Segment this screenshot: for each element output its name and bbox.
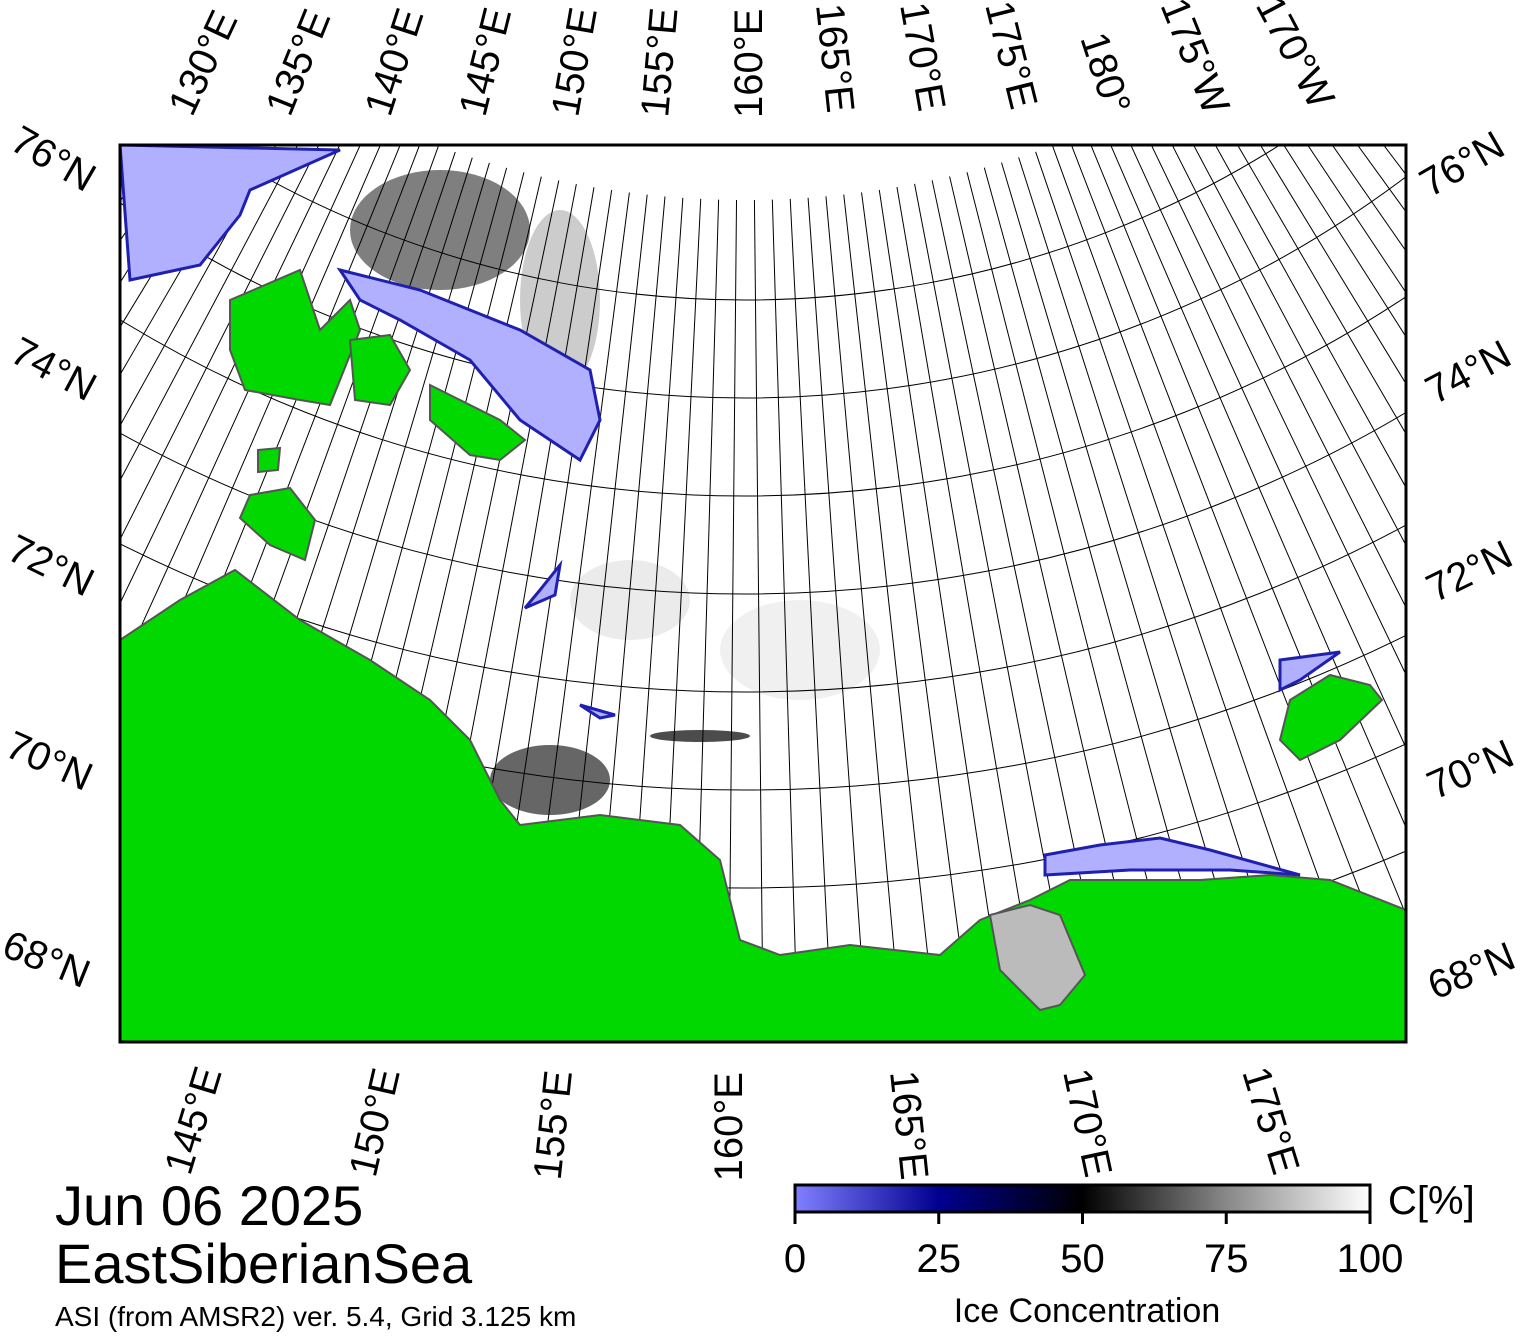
meridian	[896, 186, 1044, 1042]
meridian	[1052, 145, 1379, 1042]
lat-label: 72°N	[1, 527, 101, 606]
lat-label: 76°N	[4, 118, 103, 201]
parallel	[120, 175, 1406, 399]
meridian	[843, 194, 938, 1042]
meridian	[1018, 157, 1302, 1042]
parallel	[120, 524, 1406, 693]
lon-label: 145°E	[451, 3, 520, 120]
lon-label: 175°E	[976, 0, 1045, 113]
lon-label: 180°	[1071, 27, 1138, 119]
lon-label: 150°E	[341, 1064, 408, 1181]
meridian	[966, 172, 1189, 1042]
meridian	[658, 198, 702, 1042]
lon-label: 155°E	[526, 1068, 581, 1181]
lat-label: 70°N	[0, 723, 99, 800]
meridian	[983, 167, 1226, 1042]
meridian	[949, 176, 1153, 1042]
lon-label: 155°E	[633, 6, 686, 119]
lon-label: 140°E	[357, 3, 433, 121]
lon-label: 165°E	[807, 1, 862, 114]
land	[120, 268, 1406, 1042]
colorbar-unit: C[%]	[1388, 1179, 1475, 1223]
meridian	[861, 192, 973, 1042]
right-labels: 76°N 74°N 72°N 70°N 68°N	[1413, 123, 1522, 1008]
meridian	[120, 145, 277, 427]
meridian	[1259, 145, 1406, 385]
meridian	[1035, 151, 1340, 1042]
meridian	[1214, 145, 1406, 489]
meridian	[120, 145, 320, 541]
lon-label: 160°E	[707, 1072, 751, 1181]
meridian	[1192, 145, 1406, 547]
lon-label: 135°E	[258, 3, 340, 121]
parallel	[120, 742, 1406, 889]
lon-label: 130°E	[160, 4, 246, 122]
date: Jun 06 2025	[55, 1174, 363, 1237]
parallel	[209, 145, 1281, 301]
top-labels: 130°E 135°E 140°E 145°E 150°E 155°E 160°…	[160, 0, 1342, 122]
meridian	[1237, 145, 1406, 435]
region: EastSiberianSea	[55, 1232, 473, 1295]
meridian	[120, 145, 299, 482]
map-frame	[118, 143, 1408, 1044]
meridian	[1171, 145, 1406, 609]
meridian	[1150, 145, 1406, 676]
meridian	[623, 197, 684, 1042]
meridian	[1110, 145, 1406, 829]
meridian	[728, 199, 738, 1042]
meridian	[914, 183, 1080, 1042]
lat-label: 72°N	[1420, 532, 1520, 611]
lon-label: 170°W	[1247, 0, 1343, 116]
meridian	[1001, 162, 1264, 1042]
lon-label: 150°E	[544, 4, 606, 119]
meridian	[693, 199, 720, 1042]
bay	[988, 903, 1087, 1012]
lon-label: 160°E	[727, 9, 771, 118]
ice-low	[120, 145, 1341, 877]
meridian	[753, 199, 764, 1042]
lon-label: 175°E	[1233, 1062, 1307, 1180]
colorbar-tick-label: 0	[784, 1237, 806, 1281]
meridian	[1283, 145, 1406, 338]
lat-label: 68°N	[0, 923, 96, 997]
meridian	[1130, 145, 1406, 749]
lat-label: 74°N	[4, 329, 104, 410]
colorbar: C[%] Ice Concentration 0 25 50 75 100	[784, 1179, 1475, 1330]
meridian	[789, 198, 834, 1042]
colorbar-scale	[793, 1183, 1372, 1214]
colorbar-tick-label: 100	[1337, 1237, 1404, 1281]
lat-label: 70°N	[1421, 732, 1521, 809]
lat-label: 76°N	[1413, 123, 1512, 206]
parallel	[120, 634, 1406, 791]
meridian	[771, 199, 799, 1042]
lat-label: 74°N	[1419, 332, 1519, 413]
colorbar-label: Ice Concentration	[954, 1292, 1221, 1330]
meridian	[931, 180, 1116, 1042]
left-labels: 76°N 74°N 72°N 70°N 68°N	[0, 118, 103, 997]
meridian	[1307, 145, 1406, 294]
source: ASI (from AMSR2) ver. 5.4, Grid 3.125 km	[55, 1301, 576, 1332]
lon-label: 170°E	[891, 0, 953, 114]
meridian	[1070, 145, 1406, 1013]
meridian	[807, 197, 868, 1042]
colorbar-tick-label: 25	[917, 1237, 962, 1281]
lon-label: 145°E	[157, 1062, 231, 1180]
parallel	[120, 295, 1406, 497]
lat-label: 68°N	[1422, 934, 1521, 1008]
colorbar-tick-label: 75	[1204, 1237, 1249, 1281]
lon-label: 165°E	[881, 1068, 936, 1181]
lon-label: 175°W	[1152, 0, 1238, 120]
meridian	[589, 196, 666, 1042]
meridian	[1356, 145, 1406, 213]
lon-label: 170°E	[1054, 1065, 1120, 1181]
meridian	[878, 189, 1009, 1042]
parallel	[120, 411, 1406, 595]
bottom-labels: 145°E 150°E 155°E 160°E 165°E 170°E 175°…	[157, 1062, 1308, 1182]
colorbar-tick-label: 50	[1060, 1237, 1105, 1281]
meridian	[0, 0, 121, 814]
meridian	[825, 196, 903, 1042]
meridian	[1331, 145, 1406, 252]
